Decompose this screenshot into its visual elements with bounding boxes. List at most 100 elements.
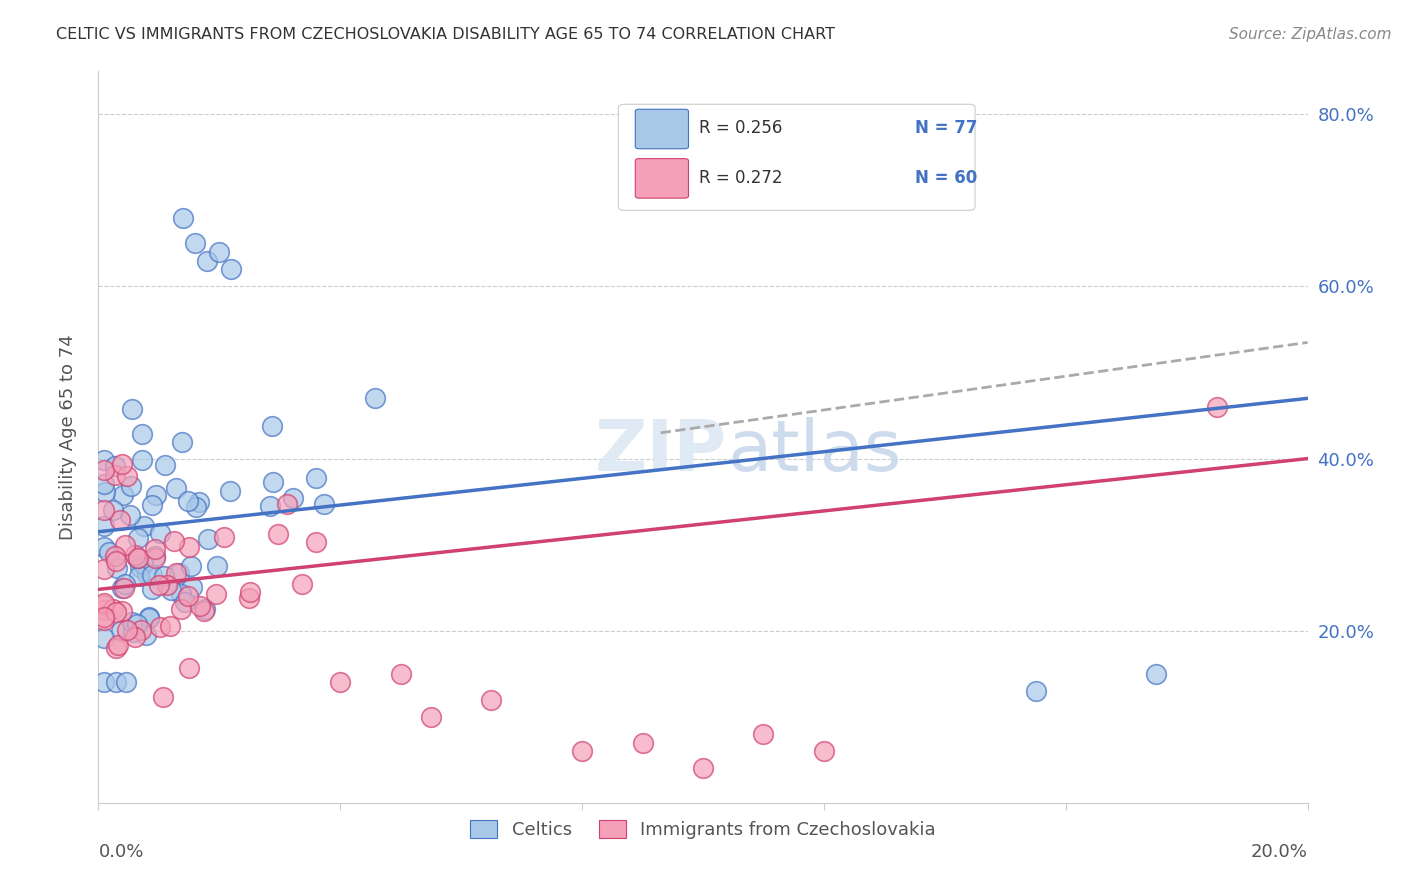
Point <box>165 566 187 580</box>
Point <box>184 236 207 251</box>
Point <box>131 427 153 442</box>
Point <box>1024 684 1046 698</box>
Point <box>114 675 136 690</box>
Point <box>291 577 314 591</box>
FancyBboxPatch shape <box>636 109 689 149</box>
Point <box>212 530 235 544</box>
Point <box>93 603 115 617</box>
Point <box>149 526 172 541</box>
Point <box>180 559 202 574</box>
Point <box>104 468 127 483</box>
Point <box>205 559 228 574</box>
Point <box>188 495 211 509</box>
Text: R = 0.256: R = 0.256 <box>699 120 783 137</box>
Point <box>159 619 181 633</box>
Point <box>170 434 193 449</box>
Point <box>112 581 135 595</box>
Point <box>93 598 115 612</box>
Point <box>205 587 228 601</box>
Legend: Celtics, Immigrants from Czechoslovakia: Celtics, Immigrants from Czechoslovakia <box>463 813 943 847</box>
Point <box>121 615 143 629</box>
Point <box>131 453 153 467</box>
Point <box>105 554 128 568</box>
Text: N = 77: N = 77 <box>915 120 977 137</box>
Point <box>104 549 127 563</box>
Point <box>138 609 160 624</box>
Point <box>631 735 654 749</box>
Point <box>143 551 166 566</box>
Point <box>107 561 129 575</box>
Point <box>141 568 163 582</box>
Point <box>179 540 201 554</box>
Point <box>114 577 136 591</box>
Point <box>97 544 120 558</box>
Point <box>219 483 242 498</box>
Point <box>118 508 141 522</box>
Point <box>110 624 132 639</box>
Point <box>105 640 128 655</box>
Point <box>167 566 190 581</box>
Point <box>127 551 149 566</box>
Point <box>112 488 135 502</box>
Point <box>94 484 117 499</box>
Point <box>195 253 218 268</box>
Point <box>107 638 129 652</box>
Point <box>329 675 352 690</box>
Point <box>111 604 134 618</box>
Point <box>128 568 150 582</box>
Point <box>122 624 145 639</box>
FancyBboxPatch shape <box>636 159 689 198</box>
Point <box>125 617 148 632</box>
Point <box>136 567 159 582</box>
Point <box>1206 400 1229 414</box>
Point <box>115 468 138 483</box>
Point <box>131 624 153 638</box>
Point <box>129 560 152 574</box>
Point <box>148 578 170 592</box>
Point <box>93 540 115 554</box>
Point <box>111 581 134 595</box>
Point <box>121 479 143 493</box>
Point <box>180 580 202 594</box>
Point <box>173 595 195 609</box>
Point <box>117 624 139 638</box>
Point <box>93 502 115 516</box>
Point <box>197 532 219 546</box>
Point <box>238 591 260 606</box>
Point <box>132 557 155 571</box>
FancyBboxPatch shape <box>619 104 976 211</box>
Point <box>134 628 156 642</box>
Point <box>93 562 115 576</box>
Point <box>93 596 115 610</box>
Point <box>108 513 131 527</box>
Point <box>267 527 290 541</box>
Point <box>152 690 174 704</box>
Point <box>281 491 304 506</box>
Point <box>145 488 167 502</box>
Point <box>314 497 336 511</box>
Point <box>752 727 775 741</box>
Point <box>221 262 243 277</box>
Point <box>127 531 149 545</box>
Point <box>111 457 134 471</box>
Text: Source: ZipAtlas.com: Source: ZipAtlas.com <box>1229 27 1392 42</box>
Point <box>194 601 217 615</box>
Point <box>141 498 163 512</box>
Point <box>571 744 593 758</box>
Point <box>93 675 115 690</box>
Point <box>305 471 328 485</box>
Text: 20.0%: 20.0% <box>1251 843 1308 861</box>
Point <box>170 587 193 601</box>
Point <box>103 602 125 616</box>
Point <box>152 569 174 583</box>
Point <box>93 477 115 491</box>
Point <box>156 578 179 592</box>
Point <box>364 391 387 405</box>
Point <box>262 419 284 434</box>
Point <box>93 613 115 627</box>
Text: ZIP: ZIP <box>595 417 727 486</box>
Point <box>114 537 136 551</box>
Point <box>389 666 412 681</box>
Point <box>186 500 208 515</box>
Point <box>420 710 443 724</box>
